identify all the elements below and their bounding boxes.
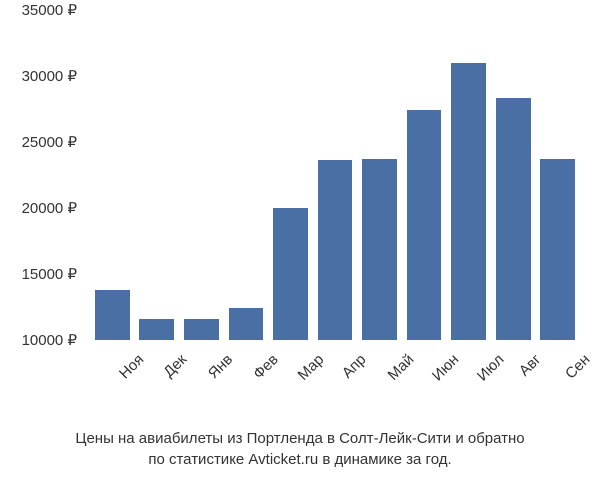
- bar: [139, 319, 174, 340]
- y-tick-label: 20000 ₽: [22, 199, 77, 217]
- chart-caption: Цены на авиабилеты из Портленда в Солт-Л…: [0, 428, 600, 470]
- x-tick-label: Сен: [562, 351, 593, 382]
- bar: [229, 308, 264, 340]
- x-tick-label: Июл: [474, 351, 508, 385]
- bar: [273, 208, 308, 340]
- x-tick-label: Ноя: [116, 351, 147, 382]
- bar: [318, 160, 353, 340]
- x-tick-label: Мар: [295, 351, 328, 384]
- x-tick-label: Фев: [250, 351, 282, 383]
- y-tick-label: 35000 ₽: [22, 1, 77, 19]
- y-tick-label: 15000 ₽: [22, 265, 77, 283]
- bar: [362, 159, 397, 340]
- x-tick-label: Апр: [339, 351, 370, 382]
- x-axis: НояДекЯнвФевМарАпрМайИюнИюлАвгСен: [90, 345, 580, 425]
- bar: [184, 319, 219, 340]
- x-tick-label: Янв: [205, 351, 236, 382]
- x-tick-label: Май: [384, 351, 417, 384]
- bar: [540, 159, 575, 340]
- caption-line-2: по статистике Avticket.ru в динамике за …: [0, 449, 600, 470]
- bar: [95, 290, 130, 340]
- caption-line-1: Цены на авиабилеты из Портленда в Солт-Л…: [0, 428, 600, 449]
- bar: [496, 98, 531, 340]
- x-tick-label: Июн: [429, 351, 462, 384]
- y-tick-label: 30000 ₽: [22, 67, 77, 85]
- y-tick-label: 25000 ₽: [22, 133, 77, 151]
- x-tick-label: Дек: [160, 351, 190, 381]
- y-tick-label: 10000 ₽: [22, 331, 77, 349]
- y-axis: 10000 ₽15000 ₽20000 ₽25000 ₽30000 ₽35000…: [0, 10, 85, 340]
- x-tick-label: Авг: [516, 351, 545, 380]
- bar: [407, 110, 442, 340]
- plot-area: [90, 10, 580, 340]
- bar: [451, 63, 486, 340]
